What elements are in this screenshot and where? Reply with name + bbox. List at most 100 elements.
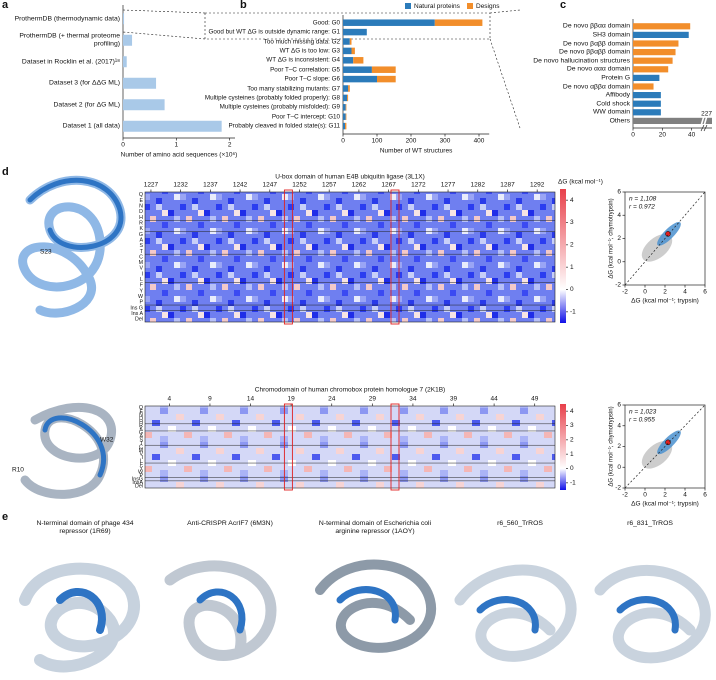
row-label: T (140, 249, 144, 255)
x-tick-label: 34 (409, 396, 417, 403)
x-tick-label: 1247 (263, 182, 278, 189)
x-tick-label: 1282 (471, 182, 486, 189)
x-tick-label: 0 (341, 138, 345, 145)
colorbar-tick-label: 0 (570, 286, 574, 293)
y-tick-label: 0 (617, 464, 621, 471)
bar-segment (343, 28, 367, 36)
row-label: L (140, 277, 143, 283)
category-label: Too much missing data: G2 (263, 37, 340, 45)
bar-segment (345, 104, 347, 111)
x-tick-label: 300 (440, 138, 451, 145)
row-label: V (139, 266, 143, 272)
colorbar (560, 404, 566, 490)
legend-swatch (405, 3, 411, 9)
row-label: D (139, 416, 143, 422)
x-tick-label: 4 (683, 289, 687, 296)
category-label: Too many stabilizing mutants: G7 (247, 84, 340, 92)
x-tick-label: 1272 (411, 182, 426, 189)
category-label: ProthermDB (+ thermal proteome profiling… (19, 32, 120, 48)
x-tick-label: 4 (168, 396, 172, 403)
bar (123, 99, 165, 111)
row-label: I (142, 455, 143, 461)
identity-line (624, 404, 706, 489)
highlight-box (390, 189, 400, 325)
row-label: P (139, 473, 143, 479)
row-label: I (142, 271, 143, 277)
y-tick-label: 6 (617, 402, 621, 409)
x-tick-label: 1287 (500, 182, 515, 189)
category-label: Dataset 2 (for ΔG ML) (53, 101, 121, 108)
category-label: Probably cleaved in folded state(s): G11 (228, 122, 340, 130)
bar-segment (343, 75, 377, 83)
x-tick-label: 6 (703, 492, 707, 499)
legend-label: Designs (476, 3, 500, 10)
x-tick-label: 1242 (233, 182, 248, 189)
row-label: H (139, 419, 143, 425)
category-label: Protein G (601, 74, 630, 82)
highlight-point (665, 439, 671, 446)
legend-swatch (467, 3, 473, 9)
bar-segment (347, 94, 349, 102)
category-label: De novo βαββ domain (562, 39, 630, 47)
colorbar-tick-label: 1 (570, 451, 574, 458)
row-label: Y (139, 466, 143, 472)
y-tick-label: 4 (617, 212, 621, 219)
row-label: N (139, 412, 143, 418)
row-label: E (139, 409, 143, 415)
structure-title: N-terminal domain of Escherichia coli ar… (318, 520, 432, 535)
bar (633, 117, 712, 124)
value-label: 227 (701, 111, 712, 118)
panel-label: c (560, 0, 566, 11)
bar-segment (343, 85, 349, 92)
row-label: Ins G (130, 305, 143, 311)
x-tick-label: 49 (531, 396, 539, 403)
row-label: InsG (132, 476, 143, 482)
panel-label: e (2, 511, 8, 523)
bar-segment (343, 66, 372, 73)
x-tick-label: 1262 (352, 182, 367, 189)
row-label: H (139, 215, 143, 221)
row-label: Ins A (131, 311, 143, 317)
category-label: WW domain (592, 108, 630, 116)
x-tick-label: 44 (490, 396, 498, 403)
y-tick-label: -2 (615, 282, 621, 289)
x-tick-label: 400 (474, 138, 485, 145)
category-label: De novo ββαα domain (562, 22, 630, 30)
colorbar-tick-label: -1 (570, 309, 576, 316)
bar-segment (351, 47, 355, 55)
highlight-box (390, 403, 400, 491)
x-tick-label: 40 (688, 132, 696, 139)
x-tick-label: -2 (622, 289, 628, 296)
x-tick-label: 1 (175, 142, 179, 149)
row-label: N (139, 204, 143, 210)
x-tick-label: 0 (121, 142, 125, 149)
category-label: Multiple cysteines (probably folded prop… (204, 94, 340, 102)
category-label: De novo ααα domain (566, 65, 630, 73)
category-label: Cold shock (596, 99, 630, 107)
annotation: r = 0.972 (629, 204, 655, 211)
bar (123, 34, 133, 46)
x-tick-label: 2 (228, 142, 232, 149)
x-tick-label: -2 (622, 492, 628, 499)
annotation: n = 1,108 (629, 196, 657, 203)
y-axis-label: ΔG (kcal mol⁻¹; chymotrypsin) (609, 406, 615, 486)
row-label: G (139, 232, 143, 238)
protein-cartoon (18, 175, 126, 499)
x-tick-label: 20 (659, 132, 667, 139)
y-tick-label: 0 (617, 258, 621, 265)
bar-segment (343, 47, 352, 55)
category-label: Dataset in Rocklin et al. (2017)¹⁸ (21, 58, 120, 65)
x-tick-label: 19 (288, 396, 296, 403)
x-tick-label: 0 (631, 132, 635, 139)
x-tick-label: 39 (450, 396, 458, 403)
row-label: Del (135, 484, 143, 490)
x-axis-label: Number of WT structures (380, 148, 453, 155)
colorbar-tick-label: 0 (570, 465, 574, 472)
x-tick-label: 1237 (203, 182, 218, 189)
row-label: Del (135, 317, 143, 323)
bar (633, 83, 654, 90)
row-label: D (139, 209, 143, 215)
x-axis-label: ΔG (kcal mol⁻¹; trypsin) (631, 298, 699, 305)
row-label: C (139, 444, 143, 450)
